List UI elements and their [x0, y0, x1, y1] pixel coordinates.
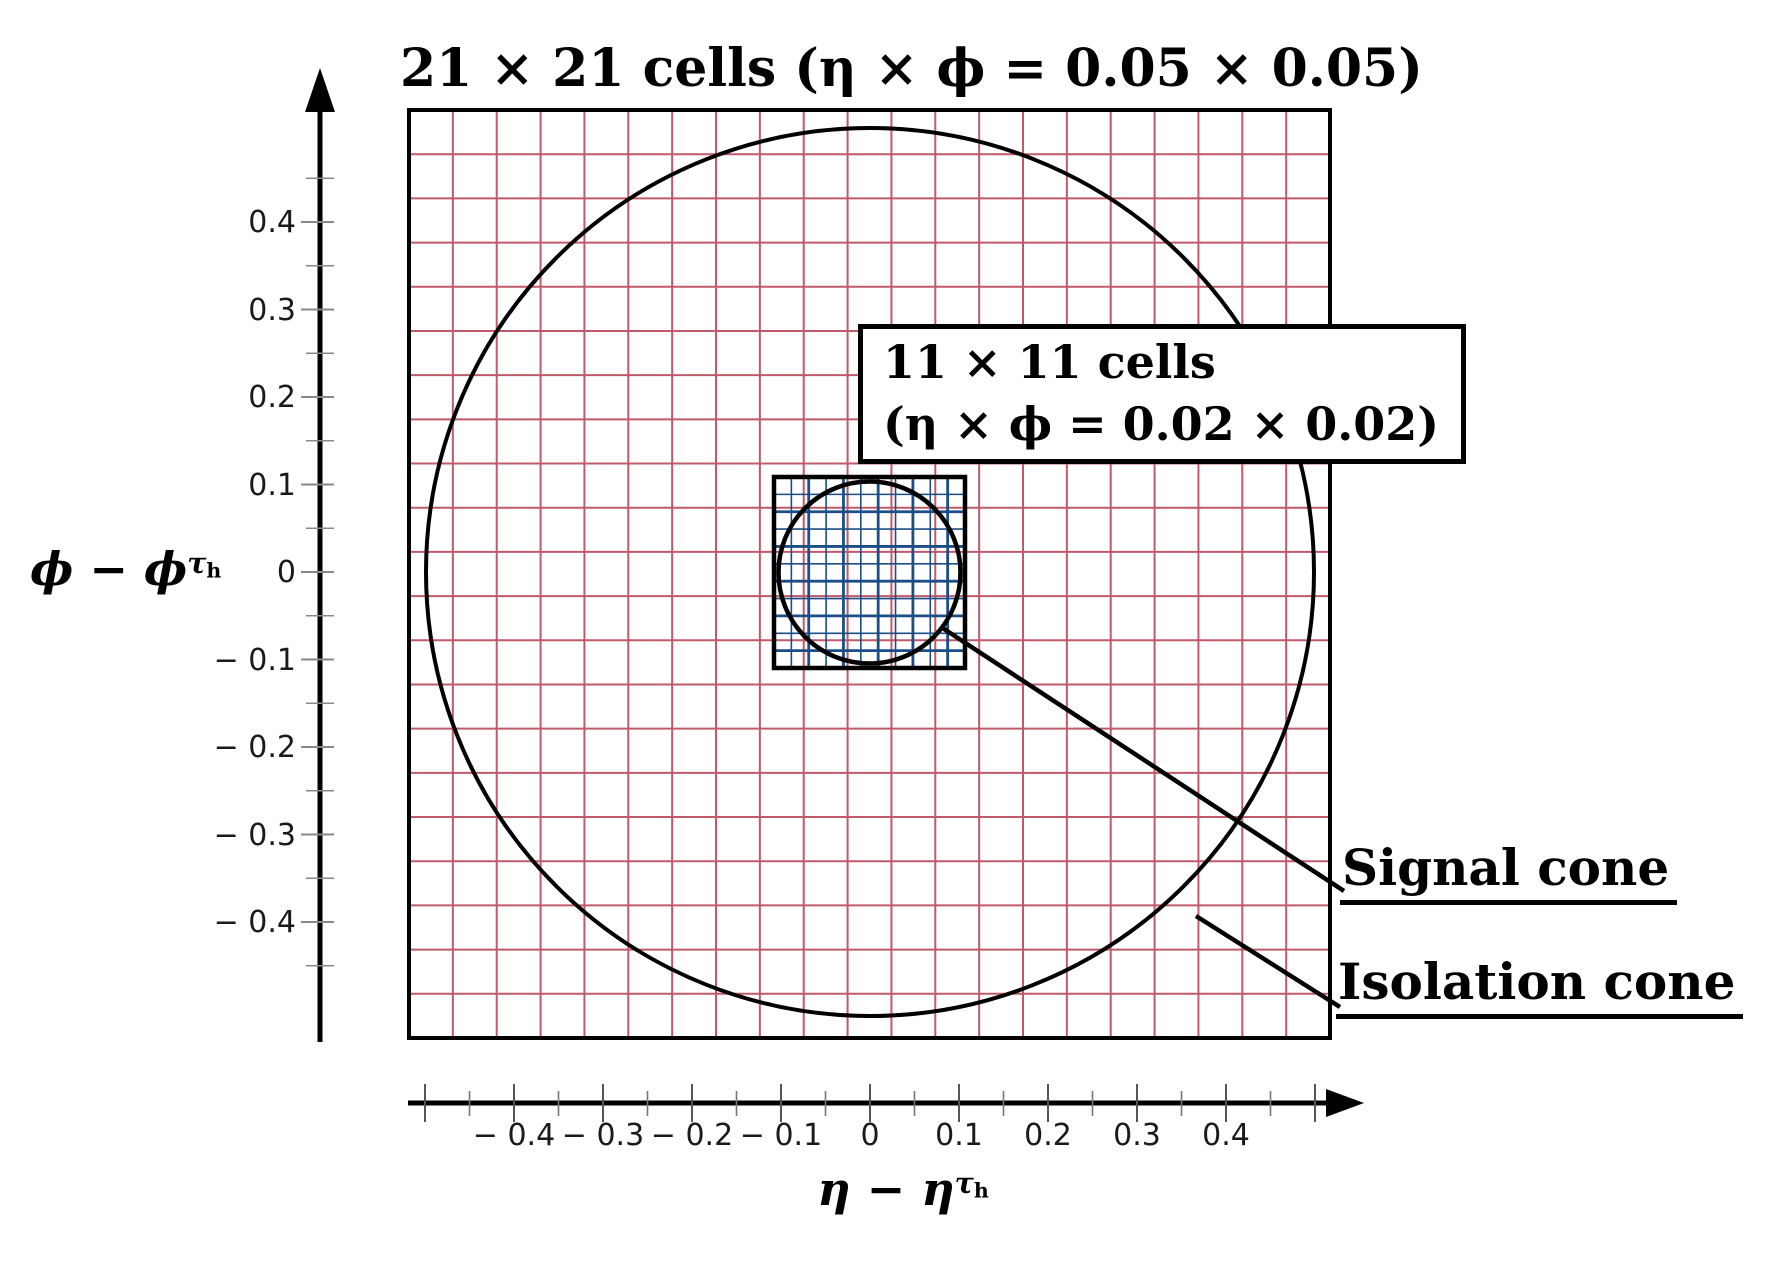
y-axis-arrow	[301, 68, 335, 1042]
signal-cone-label: Signal cone	[1340, 838, 1678, 905]
y-tick-label: − 0.4	[213, 905, 296, 940]
y-tick-label: 0	[276, 555, 296, 590]
outer-grid-21x21	[407, 108, 1332, 1040]
y-axis-title: ϕ − ϕτh	[30, 542, 221, 596]
inner-grid-callout-line2: (η × ϕ = 0.02 × 0.02)	[883, 397, 1440, 451]
x-tick-label: 0	[860, 1118, 880, 1153]
x-tick-label: 0.3	[1113, 1118, 1161, 1153]
x-tick-label: − 0.4	[472, 1118, 556, 1153]
isolation-cone-label: Isolation cone	[1336, 952, 1744, 1019]
y-tick-label: 0.1	[248, 468, 296, 503]
y-tick-label: 0.4	[248, 205, 296, 240]
x-axis-arrow	[408, 1084, 1364, 1122]
pointer-lines	[939, 625, 1346, 1009]
inner-grid-callout-line1: 11 × 11 cells	[883, 335, 1216, 390]
y-axis-title-sup-tau: τ	[187, 546, 207, 581]
inner-grid-callout-box: 11 × 11 cells (η × ϕ = 0.02 × 0.02)	[858, 324, 1466, 464]
y-axis-title-sub-h: h	[206, 558, 222, 583]
inner-grid-11x11	[771, 474, 968, 671]
x-tick-label: − 0.1	[739, 1118, 823, 1153]
x-axis-title-sup-tau: τ	[954, 1166, 974, 1201]
signal-cone-circle	[776, 479, 963, 666]
x-tick-label: 0.2	[1024, 1118, 1072, 1153]
y-axis-title-base: ϕ − ϕ	[30, 542, 188, 596]
x-tick-label: 0.1	[935, 1118, 983, 1153]
x-axis-title-base: η − η	[817, 1162, 955, 1216]
isolation-cone-circle	[424, 126, 1316, 1018]
y-tick-label: 0.2	[248, 380, 296, 415]
x-tick-label: 0.4	[1202, 1118, 1250, 1153]
x-axis-title: η − ητh	[748, 1162, 1058, 1216]
y-tick-label: − 0.2	[213, 730, 296, 765]
y-tick-label: − 0.1	[213, 643, 296, 678]
y-tick-label: 0.3	[248, 293, 296, 328]
x-tick-label: − 0.3	[561, 1118, 645, 1153]
y-tick-label: − 0.3	[213, 818, 296, 853]
figure-title: 21 × 21 cells (η × ϕ = 0.05 × 0.05)	[400, 38, 1423, 99]
x-axis-title-sub-h: h	[973, 1178, 989, 1203]
x-tick-label: − 0.2	[650, 1118, 734, 1153]
